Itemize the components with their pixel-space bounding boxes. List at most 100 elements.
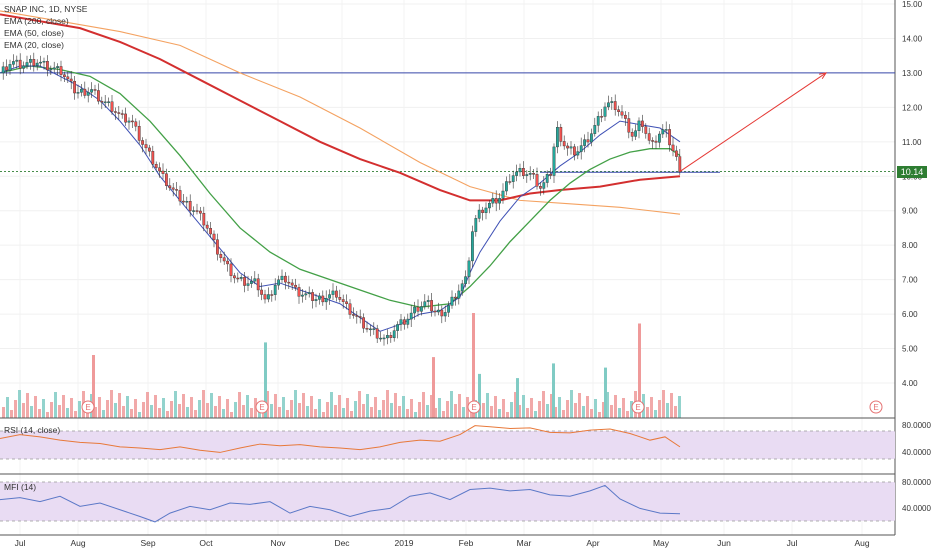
candle-body [338, 297, 342, 300]
trend-arrow[interactable] [679, 72, 828, 172]
volume-bar [286, 410, 289, 418]
horizontal-lines[interactable] [0, 72, 895, 173]
candle-body [576, 151, 580, 156]
volume-bar [678, 396, 681, 418]
candle-body [637, 120, 641, 131]
candle-body [120, 113, 124, 115]
time-tick-label: Mar [517, 538, 532, 548]
volume-bar [270, 404, 273, 418]
volume-bar [38, 409, 41, 418]
candle-body [651, 140, 655, 142]
volume-bar [150, 405, 153, 418]
candle-body [399, 319, 403, 325]
volume-bar [462, 407, 465, 418]
earnings-marker-label: E [471, 403, 476, 412]
volume-bar [562, 410, 565, 418]
volume-bar [174, 391, 177, 418]
volume-bar-peak [552, 363, 555, 418]
price-tick-label: 6.00 [902, 310, 918, 319]
volume-bar [390, 403, 393, 418]
candle-body [403, 319, 406, 325]
candle-body [471, 231, 474, 262]
candle-body [205, 224, 209, 229]
candle-body [678, 156, 682, 173]
volume-bar [582, 406, 585, 418]
candle-body [178, 190, 182, 202]
candle-body [464, 276, 467, 284]
candle-body [90, 89, 94, 93]
volume-bar [34, 396, 37, 418]
volume-bar [246, 395, 249, 418]
volume-bar-peak [432, 357, 435, 418]
candle-body [644, 126, 648, 134]
time-tick-label: Jun [717, 538, 731, 548]
volume-bar [14, 400, 17, 418]
volume-bar [654, 410, 657, 418]
volume-bar [490, 406, 493, 418]
volume-bar [274, 394, 277, 418]
volume-bar [350, 411, 353, 418]
candle-body [86, 92, 90, 96]
time-tick-label: Jul [15, 538, 26, 548]
candle-body [215, 239, 219, 255]
volume-bar [630, 401, 633, 418]
time-tick-label: Apr [586, 538, 599, 548]
volume-bar [314, 409, 317, 418]
candle-body [556, 127, 559, 148]
volume-bar [662, 390, 665, 418]
volume-bar [590, 409, 593, 418]
volume-bar [250, 408, 253, 418]
volume-bar [546, 404, 549, 418]
candle-body [56, 66, 60, 68]
volume-bar [486, 393, 489, 418]
candle-body [270, 294, 274, 296]
volume-bar [410, 399, 413, 418]
candle-body [617, 109, 621, 112]
candle-body [341, 299, 345, 302]
volume-bar [226, 399, 229, 418]
moving-averages [0, 10, 681, 332]
volume-bar [522, 395, 525, 418]
earnings-marker-label: E [873, 403, 878, 412]
candle-body [229, 263, 233, 276]
candle-body [301, 294, 304, 297]
candle-body [522, 168, 525, 176]
volume-bar [370, 407, 373, 418]
candle-body [488, 202, 491, 209]
volume-bar [298, 403, 301, 418]
candle-body [460, 283, 464, 292]
candle-body [583, 139, 587, 146]
chart-title: SNAP INC, 1D, NYSE [4, 4, 88, 14]
earnings-marker-label: E [635, 403, 640, 412]
volume-bar [510, 402, 513, 418]
volume-bar [22, 403, 25, 418]
candle-body [277, 279, 280, 286]
candle-body [52, 67, 56, 70]
volume-bar [134, 399, 137, 418]
volume-bar [258, 411, 261, 418]
candle-body [324, 298, 328, 303]
legend-ema200: EMA (200, close) [4, 16, 69, 26]
time-tick-label: Sep [140, 538, 155, 548]
volume-bar [190, 397, 193, 418]
candle-body [246, 283, 250, 286]
candle-body [358, 316, 362, 318]
volume-bar [526, 408, 529, 418]
volume-bar [106, 400, 109, 418]
legend-ema50: EMA (50, close) [4, 28, 64, 38]
candle-body [39, 61, 43, 64]
volume-bar [482, 403, 485, 418]
volume-bar [62, 395, 65, 418]
time-tick-label: Aug [854, 538, 869, 548]
candle-body [515, 171, 519, 176]
volume-bar [194, 410, 197, 418]
mfi-tick-40: 40.0000 [902, 504, 931, 513]
candle-body [454, 296, 457, 299]
candle-body [379, 337, 382, 340]
volume-bar [58, 405, 61, 418]
legend: SNAP INC, 1D, NYSE EMA (200, close) EMA … [4, 4, 88, 50]
volume-bar [666, 403, 669, 418]
volume-bar [78, 401, 81, 418]
volume-bar [118, 393, 121, 418]
